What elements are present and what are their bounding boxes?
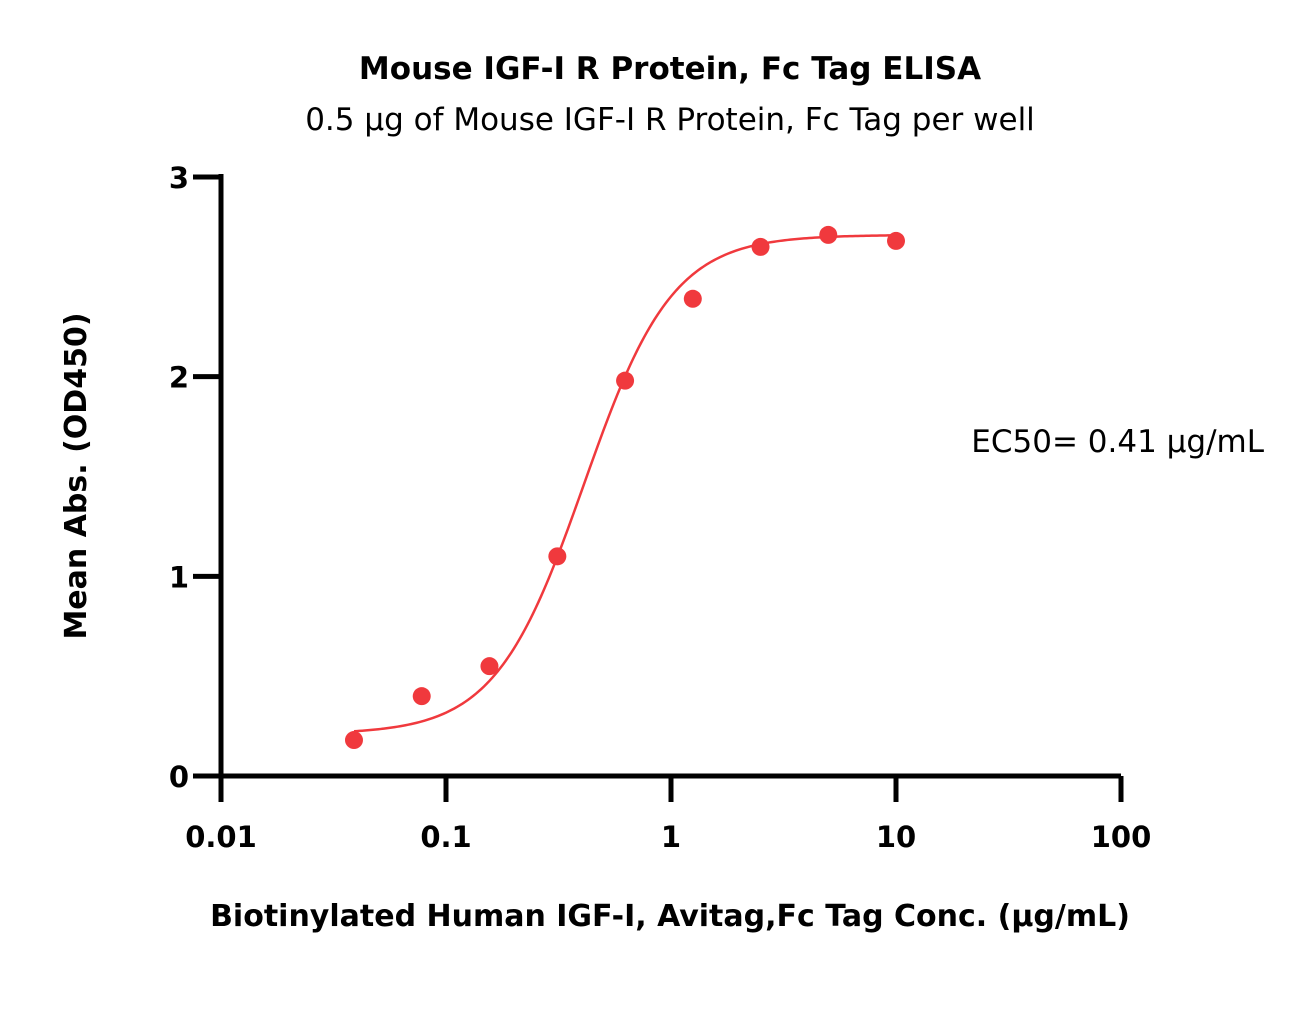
ec50-annotation: EC50= 0.41 μg/mL — [971, 424, 1264, 460]
y-tick-label: 3 — [169, 161, 189, 195]
data-point — [751, 237, 770, 256]
data-point — [616, 371, 635, 390]
fit-curve — [353, 234, 897, 733]
y-tick-label: 0 — [169, 760, 189, 794]
axes — [193, 174, 1121, 779]
x-tick-label: 1 — [661, 820, 681, 854]
x-ticks: 0.01 0.1 1 10 100 — [185, 776, 1151, 854]
data-point — [548, 547, 567, 566]
x-tick-label: 100 — [1091, 820, 1152, 854]
data-point — [412, 687, 431, 706]
x-axis-label: Biotinylated Human IGF-I, Avitag,Fc Tag … — [210, 899, 1130, 934]
data-point — [819, 225, 838, 244]
y-tick-label: 2 — [169, 361, 189, 395]
data-point — [344, 731, 363, 750]
y-ticks: 0 1 2 3 — [169, 161, 221, 794]
data-point — [683, 289, 702, 308]
x-tick-label: 0.1 — [420, 820, 471, 854]
data-point — [480, 657, 499, 676]
data-points — [344, 225, 905, 750]
chart-subtitle: 0.5 μg of Mouse IGF-I R Protein, Fc Tag … — [305, 102, 1035, 138]
data-point — [887, 231, 905, 250]
x-tick-label: 10 — [876, 820, 916, 854]
y-axis-label: Mean Abs. (OD450) — [59, 312, 94, 639]
x-tick-label: 0.01 — [185, 820, 257, 854]
chart-title: Mouse IGF-I R Protein, Fc Tag ELISA — [359, 51, 981, 87]
y-tick-label: 1 — [169, 560, 189, 594]
